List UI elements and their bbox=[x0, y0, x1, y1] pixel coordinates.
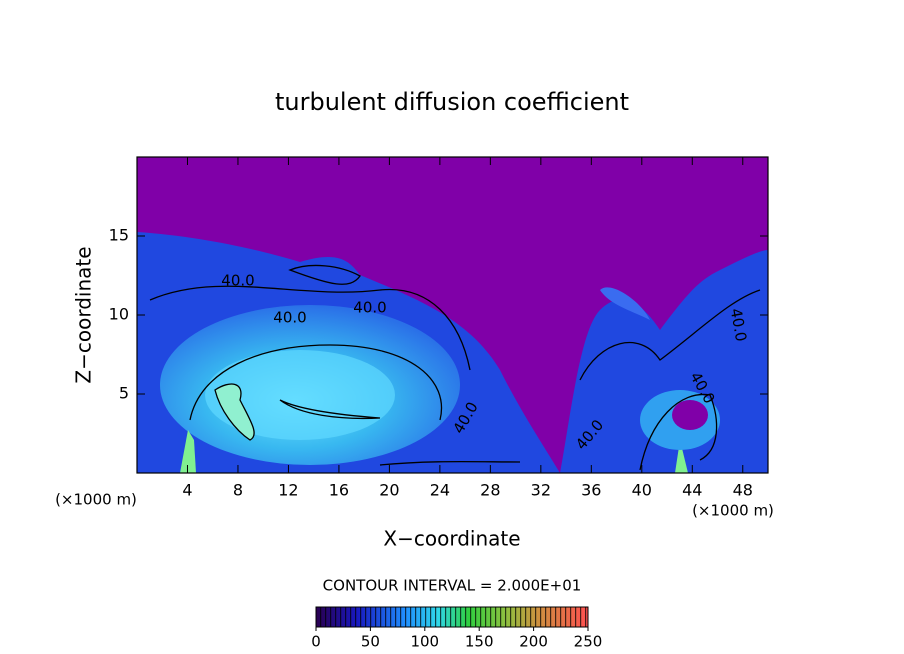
x-tick-label: 4 bbox=[182, 481, 192, 500]
x-tick-label: 36 bbox=[581, 481, 601, 500]
x-tick-label: 40 bbox=[632, 481, 652, 500]
x-unit-label: (×1000 m) bbox=[692, 502, 774, 520]
colorbar-frame bbox=[315, 606, 589, 628]
x-tick-label: 32 bbox=[531, 481, 551, 500]
contour-label: 40.0 bbox=[221, 272, 254, 290]
x-tick-label: 44 bbox=[682, 481, 702, 500]
chart-title: turbulent diffusion coefficient bbox=[275, 88, 629, 116]
x-tick-label: 8 bbox=[233, 481, 243, 500]
contour-label: 40.0 bbox=[353, 299, 386, 317]
field bbox=[137, 157, 768, 473]
x-tick-label: 20 bbox=[379, 481, 399, 500]
x-tick-label: 12 bbox=[278, 481, 298, 500]
colorbar-tick-label: 0 bbox=[311, 633, 321, 651]
contour-interval: CONTOUR INTERVAL = 2.000E+01 bbox=[323, 577, 582, 595]
y-axis-label: Z−coordinate bbox=[72, 246, 96, 383]
x-tick-label: 48 bbox=[733, 481, 753, 500]
y-tick-label: 5 bbox=[119, 384, 129, 403]
x-axis-label: X−coordinate bbox=[383, 527, 520, 551]
contour-label: 40.0 bbox=[727, 307, 751, 343]
colorbar-stripes bbox=[316, 607, 588, 627]
colorbar-tick-label: 250 bbox=[574, 633, 603, 651]
y-tick-label: 15 bbox=[109, 226, 129, 245]
x-unit-label: (×1000 m) bbox=[55, 491, 137, 509]
colorbar-tick-label: 200 bbox=[519, 633, 548, 651]
contour-label: 40.0 bbox=[273, 309, 306, 327]
y-tick-label: 10 bbox=[109, 305, 129, 324]
x-tick-label: 28 bbox=[480, 481, 500, 500]
colorbar-tick-label: 50 bbox=[361, 633, 380, 651]
colorbar-tick-label: 100 bbox=[410, 633, 439, 651]
x-tick-label: 16 bbox=[329, 481, 349, 500]
colorbar-tick-label: 150 bbox=[465, 633, 494, 651]
x-tick-label: 24 bbox=[430, 481, 450, 500]
